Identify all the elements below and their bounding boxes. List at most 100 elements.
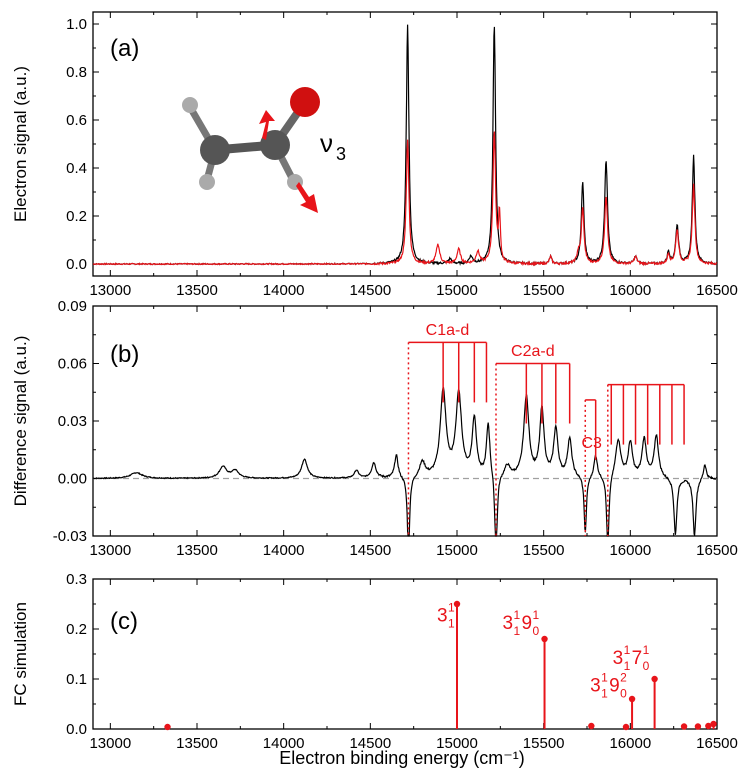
y-tick-label: 1.0 xyxy=(66,16,87,33)
x-tick-label: 16500 xyxy=(696,282,738,299)
fc-stem-marker xyxy=(164,723,171,731)
transition-label-part: 1 xyxy=(601,671,608,685)
y-tick-label: 0.3 xyxy=(66,571,87,588)
nu3-subscript: 3 xyxy=(336,144,346,164)
transition-label-part: 9 xyxy=(522,613,533,634)
series-red-line xyxy=(92,131,718,267)
y-tick-label: 0.1 xyxy=(66,671,87,688)
y-tick-label: 0.03 xyxy=(58,413,87,430)
assignment-label: C3 xyxy=(581,435,602,452)
transition-label: 3 11 9 10 xyxy=(503,608,540,638)
transition-label-part: 9 xyxy=(609,676,620,697)
fc-stem-marker xyxy=(628,695,636,703)
x-tick-label: 13000 xyxy=(89,735,131,752)
fc-stem-marker xyxy=(680,723,688,730)
y-tick-label: 0.8 xyxy=(66,64,87,81)
transition-label-part: 0 xyxy=(643,659,650,673)
transition-label-part: 1 xyxy=(601,687,608,701)
y-tick-label: 0.4 xyxy=(66,160,87,177)
transition-label-part: 1 xyxy=(533,608,540,622)
transition-label-part: 1 xyxy=(624,643,631,657)
y-tick-label: 0.0 xyxy=(66,256,87,273)
assignment-label: C2a-d xyxy=(511,343,555,360)
hydrogen-atom xyxy=(199,174,215,190)
y-tick-label: -0.03 xyxy=(53,528,87,545)
fc-stem-marker xyxy=(694,723,702,730)
y-tick-label: 0.09 xyxy=(58,298,87,315)
x-tick-label: 13500 xyxy=(176,282,218,299)
x-tick-label: 15500 xyxy=(523,735,565,752)
x-tick-label: 14000 xyxy=(263,282,305,299)
y-axis-label: Difference signal (a.u.) xyxy=(11,336,30,507)
motion-arrow xyxy=(259,110,275,140)
x-tick-label: 14500 xyxy=(349,735,391,752)
oxygen-atom xyxy=(290,87,320,117)
transition-label-part: 1 xyxy=(514,608,521,622)
assignment-label: C1a-d xyxy=(426,322,470,339)
fc-stem-marker xyxy=(705,722,712,730)
transition-label: 3 1 1 xyxy=(437,601,455,631)
transition-label-part: 7 xyxy=(632,648,643,669)
x-axis-label: Electron binding energy (cm⁻¹) xyxy=(279,748,525,768)
nu3-annotation: ν xyxy=(320,128,333,158)
panel-label: (b) xyxy=(110,341,139,368)
transition-label-part: 3 xyxy=(613,648,624,669)
transition-label-part: 1 xyxy=(624,659,631,673)
transition-label-part: 1 xyxy=(448,601,455,615)
assignment-group xyxy=(607,383,685,536)
x-tick-label: 13000 xyxy=(89,282,131,299)
fc-stem-marker xyxy=(622,723,630,731)
x-tick-label: 15000 xyxy=(436,735,478,752)
transition-label-part: 1 xyxy=(643,643,650,657)
x-tick-label: 13500 xyxy=(176,735,218,752)
x-tick-label: 15500 xyxy=(523,542,565,559)
x-tick-label: 15500 xyxy=(523,282,565,299)
transition-label: 3 1 1 9 2 0 xyxy=(590,671,627,701)
x-tick-label: 16500 xyxy=(696,542,738,559)
y-tick-label: 0.00 xyxy=(58,471,87,488)
x-tick-label: 16500 xyxy=(696,735,738,752)
fc-stem-marker xyxy=(588,722,595,730)
x-tick-label: 16000 xyxy=(609,542,651,559)
transition-label-part: 1 xyxy=(514,624,521,638)
y-axis-label: FC simulation xyxy=(11,602,30,706)
y-tick-label: 0.06 xyxy=(58,356,87,373)
panel-b: 13000 13500 14000 14500 15000 15500 16000 16500… xyxy=(11,298,738,559)
carbon-atom xyxy=(260,130,290,160)
y-tick-label: 0.6 xyxy=(66,112,87,129)
panel-label: (a) xyxy=(110,35,139,62)
x-tick-label: 14500 xyxy=(349,542,391,559)
difference-line xyxy=(92,386,718,537)
y-axis-label: Electron signal (a.u.) xyxy=(11,66,30,222)
fc-stem-marker xyxy=(541,635,548,643)
carbon-atom xyxy=(200,135,230,165)
x-tick-label: 14500 xyxy=(349,282,391,299)
fc-stem-marker xyxy=(710,720,717,728)
x-tick-label: 15000 xyxy=(436,542,478,559)
x-tick-label: 13000 xyxy=(89,542,131,559)
x-tick-label: 16000 xyxy=(609,282,651,299)
transition-label-part: 0 xyxy=(620,687,627,701)
fc-stem-marker xyxy=(453,600,461,608)
transition-label-part: 3 xyxy=(437,606,448,627)
x-tick-label: 16000 xyxy=(609,735,651,752)
transition-label-part: 3 xyxy=(590,676,601,697)
panel-c: 13000 13500 14000 14500 15000 15500 16000 16500… xyxy=(11,571,738,752)
molecule-illustration xyxy=(182,87,320,213)
transition-label-part: 1 xyxy=(448,617,455,631)
transition-label-part: 3 xyxy=(503,613,514,634)
panel-label: (c) xyxy=(110,608,138,635)
hydrogen-atom xyxy=(182,97,198,113)
panel-a: 13000 13500 14000 14500 15000 15500 16000 16500… xyxy=(11,11,738,299)
x-tick-label: 15000 xyxy=(436,282,478,299)
x-tick-label: 13500 xyxy=(176,542,218,559)
y-tick-label: 0.2 xyxy=(66,208,87,225)
x-tick-label: 14000 xyxy=(263,735,305,752)
assignment-group: C3 xyxy=(581,399,602,536)
fc-stem-marker xyxy=(651,675,658,683)
x-tick-label: 14000 xyxy=(263,542,305,559)
assignment-group: C1a-d xyxy=(407,322,488,536)
y-tick-label: 0.2 xyxy=(66,621,87,638)
transition-label-part: 2 xyxy=(620,671,627,685)
